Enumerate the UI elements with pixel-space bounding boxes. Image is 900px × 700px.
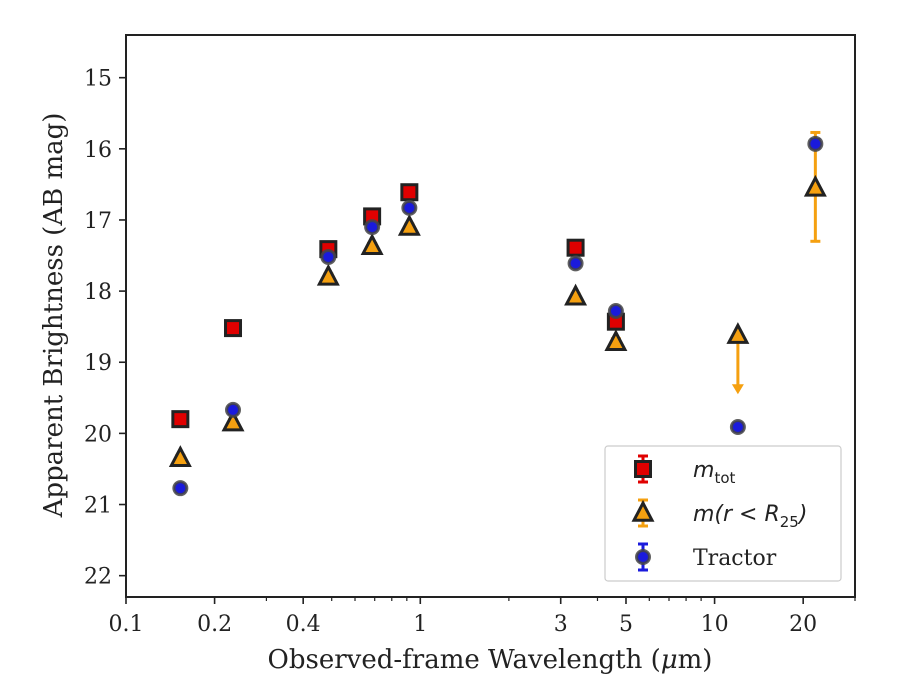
data-point <box>729 418 746 435</box>
y-tick-label: 15 <box>84 67 112 92</box>
x-tick-label: 5 <box>619 612 633 637</box>
data-point <box>168 445 192 467</box>
data-point <box>360 233 384 255</box>
x-tick-label: 20 <box>789 612 817 637</box>
plot-area <box>125 34 856 598</box>
x-tick-label: 3 <box>554 612 568 637</box>
y-axis-label: Apparent Brightness (AB mag) <box>39 113 69 519</box>
y-tick-label: 19 <box>84 351 112 376</box>
x-axis: 0.1 0.2 0.4 1 3 5 10 20 <box>109 597 856 637</box>
y-tick-label: 20 <box>84 422 112 447</box>
data-point <box>564 283 588 306</box>
data-point <box>604 329 628 352</box>
data-point <box>807 135 824 152</box>
data-point <box>607 303 624 320</box>
legend-marker <box>635 549 651 565</box>
plot-frame <box>125 34 856 598</box>
upper-limit-arrow <box>731 384 744 395</box>
legend-box <box>604 445 842 582</box>
data-point <box>225 401 242 418</box>
data-point <box>320 248 337 265</box>
legend-label: m(r < R25) <box>693 502 807 531</box>
x-axis-label: Observed-frame Wavelength (μm) <box>268 645 713 675</box>
y-tick-label: 22 <box>84 565 112 590</box>
data-point <box>400 183 419 202</box>
data-point <box>397 213 421 236</box>
data-point <box>567 255 584 272</box>
legend-label: mtot <box>693 458 735 487</box>
legend-marker <box>631 499 655 522</box>
data-point <box>803 174 827 197</box>
data-point <box>172 480 189 497</box>
data-point <box>364 219 381 236</box>
legend-label: Tractor <box>693 546 777 571</box>
y-tick-label: 21 <box>84 494 112 519</box>
data-point <box>726 322 750 344</box>
y-tick-label: 17 <box>84 209 112 234</box>
legend-marker <box>634 460 652 478</box>
data-point <box>221 409 245 432</box>
data-point <box>316 263 340 286</box>
data-point <box>224 319 243 338</box>
x-tick-label: 0.1 <box>109 612 144 637</box>
x-tick-label: 1 <box>413 612 427 637</box>
y-tick-label: 18 <box>84 280 112 305</box>
data-point <box>171 410 190 429</box>
x-tick-label: 0.4 <box>286 612 321 637</box>
x-tick-label: 0.2 <box>197 612 232 637</box>
legend: mtot m(r < R25) Tractor <box>604 445 842 582</box>
series-1 <box>168 130 827 467</box>
x-tick-label: 10 <box>701 612 729 637</box>
series-2 <box>172 135 824 497</box>
y-tick-label: 16 <box>84 138 112 163</box>
data-point <box>566 238 585 257</box>
series-0 <box>171 183 625 429</box>
y-axis: 15 16 17 18 19 20 21 22 <box>84 67 126 590</box>
data-point <box>401 199 418 216</box>
